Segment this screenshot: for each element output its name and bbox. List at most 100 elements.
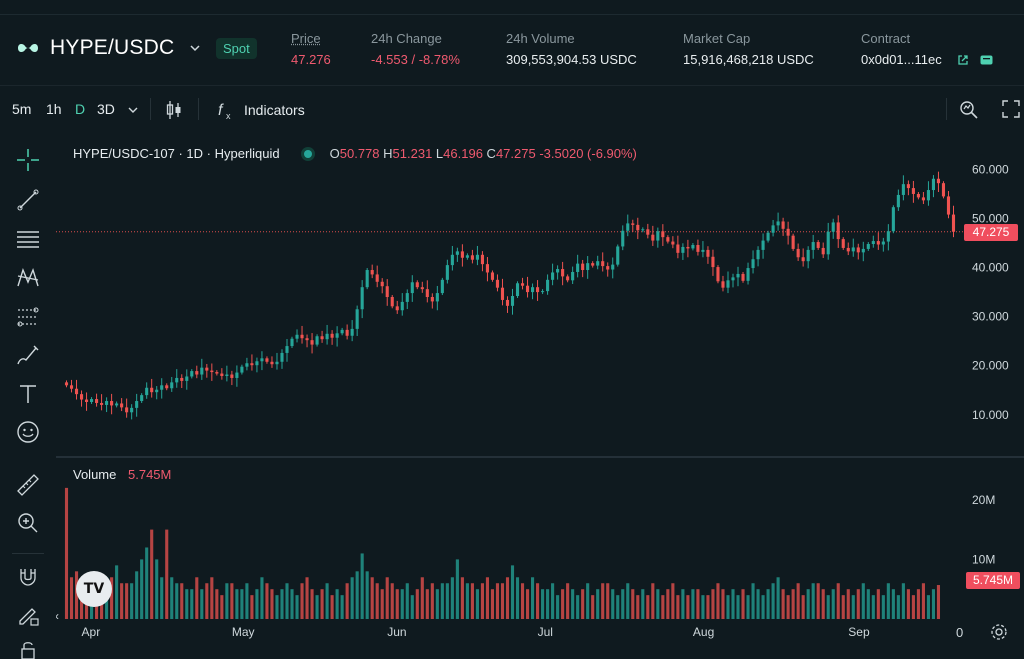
volume-bar (405, 583, 409, 619)
candle-body (210, 370, 214, 373)
candle-body (661, 231, 665, 238)
volume-bar (355, 571, 359, 619)
pair-selector[interactable]: HYPE/USDC (16, 36, 202, 60)
price-tick-label: 20.000 (972, 359, 1009, 373)
volume-tick-label: 10M (972, 552, 995, 566)
candle-body (651, 234, 655, 241)
volume-bar (566, 583, 570, 619)
candle-body (586, 263, 590, 271)
stat-label: Market Cap (683, 31, 751, 46)
volume-bar (510, 565, 515, 619)
toolbar-divider (198, 98, 199, 120)
wallet-icon[interactable] (980, 54, 993, 66)
candle-body (596, 261, 600, 266)
volume-bar (646, 595, 650, 619)
timeframe-5m[interactable]: 5m (12, 101, 32, 117)
price-chart[interactable]: 60.000 50.000 40.000 30.000 20.000 10.000 20M 1… (55, 140, 1024, 659)
tradingview-logo[interactable]: TV (76, 571, 112, 607)
candle-body (581, 263, 585, 271)
volume-bar (290, 589, 294, 619)
candle-body (150, 387, 154, 393)
candle-body (130, 407, 134, 413)
candle-body (365, 270, 369, 288)
volume-bar (420, 577, 424, 619)
volume-bar (400, 589, 404, 619)
volume-bar (581, 589, 585, 619)
candle-body (250, 363, 254, 366)
candles-icon[interactable] (164, 99, 184, 121)
magnet-icon[interactable] (14, 563, 42, 591)
candle-body (791, 235, 795, 249)
volume-bar (751, 583, 755, 619)
chevron-down-icon[interactable] (188, 41, 202, 55)
volume-bar (846, 589, 850, 619)
candle-body (125, 407, 129, 413)
horizontal-lines-icon[interactable] (14, 225, 42, 253)
lock-icon[interactable] (14, 637, 42, 659)
timeframe-d[interactable]: D (75, 101, 86, 117)
volume-bar (676, 595, 680, 619)
volume-bar (160, 577, 164, 619)
candle-body (676, 244, 680, 253)
close-value: 47.275 (495, 146, 536, 161)
candle-body (876, 241, 880, 245)
volume-bar (135, 571, 139, 619)
candle-body (325, 333, 329, 340)
volume-bar (931, 589, 936, 619)
volume-bar (195, 577, 199, 619)
candle-body (711, 256, 715, 268)
candle-body (375, 274, 379, 282)
brush-icon[interactable] (14, 342, 42, 370)
candle-body (636, 224, 640, 231)
stat-value: 47.276 (291, 52, 331, 67)
candle-body (746, 268, 750, 281)
candle-body (290, 338, 294, 347)
volume-bar (691, 589, 695, 619)
volume-bar (811, 583, 815, 619)
zoom-in-icon[interactable] (14, 509, 42, 537)
volume-bar (490, 589, 495, 619)
pattern-icon[interactable] (14, 264, 42, 292)
timeframe-1h[interactable]: 1h (46, 101, 62, 117)
candle-body (821, 247, 825, 255)
candle-body (921, 197, 925, 201)
volume-legend: Volume 5.745M (73, 467, 171, 482)
candle-body (295, 334, 299, 339)
indicators-button[interactable]: f x Indicators (216, 100, 305, 120)
fullscreen-icon[interactable] (1001, 99, 1021, 119)
volume-bar (525, 589, 530, 619)
chevron-down-icon[interactable] (128, 106, 138, 114)
volume-bar (661, 595, 665, 619)
volume-bar (315, 595, 319, 619)
candle-body (450, 254, 454, 266)
volume-bar (606, 583, 610, 619)
candle-body (796, 248, 800, 258)
lock-pencil-icon[interactable] (14, 601, 42, 629)
text-icon[interactable] (14, 380, 42, 408)
svg-text:x: x (226, 111, 231, 120)
candle-body (225, 374, 229, 376)
volume-bar (245, 583, 249, 619)
last-price-tag: 47.275 (964, 224, 1018, 241)
emoji-icon[interactable] (14, 418, 42, 446)
volume-bar (601, 583, 605, 619)
x-tick-label: Jul (538, 625, 553, 639)
fib-icon[interactable] (14, 303, 42, 331)
ruler-icon[interactable] (14, 471, 42, 499)
volume-bar (836, 583, 840, 619)
candle-body (801, 257, 805, 262)
axis-zero-label: 0 (956, 625, 964, 640)
candle-body (455, 251, 459, 255)
screenshot-icon[interactable] (958, 98, 980, 120)
crosshair-icon[interactable] (14, 146, 42, 174)
candle-body (831, 222, 835, 232)
candle-body (861, 248, 865, 253)
trendline-icon[interactable] (14, 186, 42, 214)
volume-bar (711, 589, 715, 619)
volume-bar (150, 529, 154, 619)
external-link-icon[interactable] (957, 54, 969, 66)
chart-panel[interactable]: 60.000 50.000 40.000 30.000 20.000 10.000 20M 1… (55, 140, 1024, 659)
timeframe-3d[interactable]: 3D (97, 101, 115, 117)
settings-icon[interactable] (990, 623, 1008, 641)
volume-bar (465, 583, 469, 619)
